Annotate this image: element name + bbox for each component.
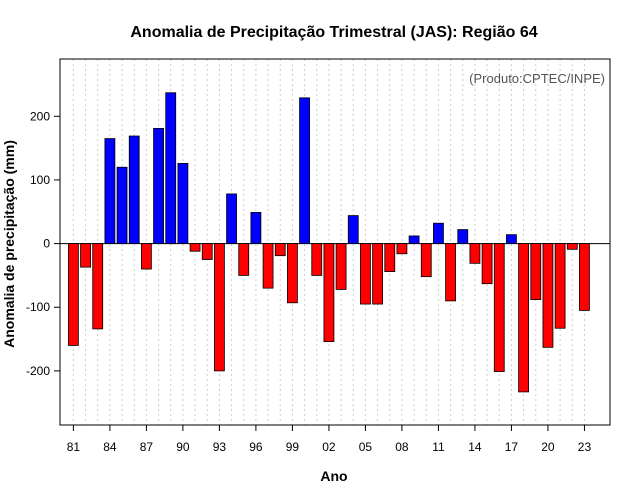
bar-2016: [493, 243, 505, 372]
bar-2005: [360, 243, 371, 305]
bar-2007: [384, 243, 396, 272]
bar-2008: [396, 243, 408, 255]
bar-1986: [128, 135, 140, 244]
bar-1993: [214, 243, 225, 372]
bar-2000: [299, 97, 310, 244]
x-tick-label: 14: [468, 440, 482, 454]
x-tick-label: 93: [213, 440, 227, 454]
bar-2002: [323, 243, 335, 343]
x-tick-label: 11: [432, 440, 445, 454]
bar-1987: [141, 243, 152, 270]
bar-1994: [226, 193, 237, 244]
y-tick-label: -200: [26, 364, 50, 378]
bar-1999: [287, 243, 298, 304]
bar-2004: [347, 215, 359, 244]
x-axis: 81 84 87 90 93 96 99 02 05 08 11 14 17 20 23: [67, 425, 592, 454]
x-tick-label: 23: [578, 440, 592, 454]
bar-2009: [408, 235, 420, 244]
bar-1985: [116, 166, 128, 244]
bar-2019: [530, 243, 542, 301]
bar-2011: [433, 222, 444, 244]
plot-frame: [59, 58, 611, 426]
bar-1981: [67, 243, 79, 346]
y-axis: -200 -100 0 100 200: [26, 109, 60, 378]
chart-title: Anomalia de Precipitação Trimestral (JAS…: [130, 24, 537, 41]
bar-2013: [457, 229, 469, 244]
x-tick-label: 02: [322, 440, 336, 454]
x-tick-label: 08: [395, 440, 409, 454]
x-tick-label: 99: [286, 440, 300, 454]
x-tick-label: 17: [505, 440, 519, 454]
y-tick-label: 100: [30, 173, 50, 187]
bar-1995: [238, 243, 250, 276]
bar-2003: [335, 243, 347, 290]
bar-1996: [250, 212, 262, 244]
bar-1989: [165, 92, 177, 244]
x-tick-label: 90: [176, 440, 190, 454]
x-tick-label: 87: [140, 440, 154, 454]
bar-2012: [445, 243, 456, 302]
x-tick-label: 20: [541, 440, 555, 454]
bar-2020: [542, 243, 554, 348]
bar-2017: [506, 234, 517, 244]
x-tick-label: 05: [359, 440, 373, 454]
bar-1998: [274, 243, 286, 257]
x-tick-label: 96: [249, 440, 263, 454]
bar-1992: [201, 243, 213, 260]
grid-lines: [72, 59, 585, 425]
bar-1984: [104, 138, 116, 244]
bar-1991: [189, 243, 201, 252]
bar-2006: [372, 243, 383, 305]
bar-2001: [311, 243, 323, 276]
bar-2018: [518, 243, 529, 393]
bar-2023: [579, 243, 590, 311]
y-tick-label: 0: [43, 237, 50, 251]
x-axis-label: Ano: [320, 468, 347, 484]
credit-label: (Produto:CPTEC/INPE): [469, 71, 605, 86]
y-tick-label: -100: [26, 300, 50, 314]
bar-series: [67, 92, 590, 393]
bar-2014: [469, 243, 481, 264]
x-tick-label: 81: [67, 440, 81, 454]
bar-2022: [566, 243, 578, 250]
bar-1983: [92, 243, 104, 330]
bar-2015: [481, 243, 493, 285]
bar-1990: [177, 162, 189, 244]
x-tick-label: 84: [103, 440, 117, 454]
y-axis-label: Anomalia de precipitação (mm): [1, 140, 17, 348]
y-tick-label: 200: [30, 109, 50, 123]
bar-2010: [420, 243, 432, 278]
bar-1988: [153, 127, 164, 244]
bar-2021: [554, 243, 566, 329]
bar-1982: [80, 243, 91, 268]
bar-1997: [262, 243, 274, 289]
